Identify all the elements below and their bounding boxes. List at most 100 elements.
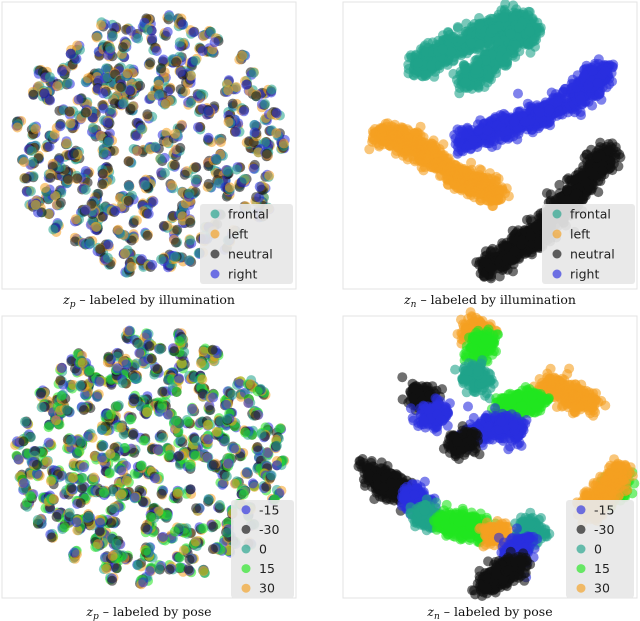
scatter-point <box>473 82 484 93</box>
scatter-point <box>474 19 485 30</box>
scatter-point <box>254 181 265 192</box>
scatter-point <box>102 252 113 263</box>
scatter-point <box>421 70 431 81</box>
scatter-point <box>592 78 603 88</box>
scatter-point <box>40 182 50 193</box>
scatter-point <box>158 220 169 231</box>
scatter-point <box>98 147 109 158</box>
scatter-point <box>118 98 129 109</box>
scatter-point <box>223 116 234 127</box>
scatter-point <box>159 167 170 178</box>
scatter-point <box>70 236 81 247</box>
scatter-point <box>211 154 222 165</box>
scatter-point <box>179 169 190 180</box>
scatter-point <box>170 251 181 262</box>
scatter-point <box>48 224 59 235</box>
scatter-point <box>135 80 146 91</box>
scatter-point <box>231 126 242 137</box>
scatter-point <box>103 137 114 148</box>
scatter-point <box>278 138 289 149</box>
scatter-point <box>64 106 75 117</box>
scatter-point <box>25 186 36 197</box>
scatter-point <box>136 124 147 135</box>
scatter-point <box>479 271 489 282</box>
scatter-point <box>96 20 106 31</box>
scatter-point <box>519 249 530 259</box>
scatter-point <box>227 98 238 109</box>
scatter-point <box>151 46 162 56</box>
scatter-point <box>456 33 467 44</box>
scatter-point <box>472 56 483 67</box>
scatter-point <box>27 156 38 167</box>
scatter-point <box>193 122 203 133</box>
scatter-point <box>587 65 598 76</box>
scatter-point <box>544 104 555 115</box>
panel-frame-tr <box>342 1 638 290</box>
scatter-point <box>80 107 91 118</box>
scatter-point <box>125 103 136 114</box>
scatter-point <box>203 106 214 117</box>
scatter-point <box>116 82 127 92</box>
scatter-point <box>156 63 167 74</box>
scatter-point <box>520 116 531 127</box>
scatter-point <box>249 119 260 130</box>
scatter-point <box>499 12 509 23</box>
scatter-point <box>264 170 275 181</box>
scatter-point <box>502 52 513 63</box>
scatter-point <box>460 77 471 88</box>
scatter-point <box>502 264 513 275</box>
scatter-point <box>85 238 96 249</box>
scatter-point <box>507 255 518 266</box>
scatter-point <box>437 44 448 55</box>
scatter-point <box>494 130 505 141</box>
scatter-point <box>583 80 594 91</box>
scatter-point <box>239 173 250 184</box>
scatter-point <box>575 94 586 105</box>
scatter-point <box>167 180 177 191</box>
scatter-point <box>175 84 186 95</box>
scatter-point <box>26 146 37 157</box>
scatter-point <box>231 164 242 175</box>
panel-frame-tl <box>1 1 297 290</box>
scatter-point <box>105 43 115 53</box>
panel-frame-bl <box>1 315 297 599</box>
scatter-point <box>98 88 109 99</box>
scatter-point <box>113 224 124 235</box>
scatter-point <box>185 98 196 108</box>
scatter-point <box>249 127 260 138</box>
scatter-point <box>156 254 167 265</box>
scatter-point <box>171 57 182 68</box>
scatter-point <box>55 121 66 132</box>
scatter-point <box>161 127 172 138</box>
scatter-point <box>160 98 171 109</box>
scatter-point <box>562 184 572 195</box>
scatter-point <box>594 89 605 100</box>
scatter-point <box>57 66 67 77</box>
scatter-point <box>215 137 226 148</box>
scatter-point <box>172 224 183 235</box>
scatter-point <box>403 63 414 74</box>
scatter-point <box>91 221 102 232</box>
scatter-point <box>185 217 196 228</box>
scatter-point <box>19 157 29 167</box>
scatter-point <box>55 197 66 208</box>
scatter-point <box>65 48 76 59</box>
scatter-point <box>98 103 109 114</box>
scatter-point <box>238 106 249 117</box>
scatter-point <box>223 85 234 96</box>
scatter-point <box>405 50 416 61</box>
scatter-point <box>525 230 536 241</box>
scatter-point <box>474 39 485 50</box>
scatter-point <box>95 244 106 255</box>
scatter-point <box>12 122 23 133</box>
scatter-point <box>80 184 91 195</box>
scatter-point <box>68 148 79 159</box>
scatter-point <box>423 37 434 48</box>
scatter-point <box>44 72 55 82</box>
scatter-point <box>52 81 63 92</box>
scatter-point <box>175 67 186 77</box>
scatter-point <box>203 178 214 189</box>
scatter-point <box>413 58 424 68</box>
scatter-point <box>110 205 121 216</box>
scatter-point <box>147 33 158 44</box>
